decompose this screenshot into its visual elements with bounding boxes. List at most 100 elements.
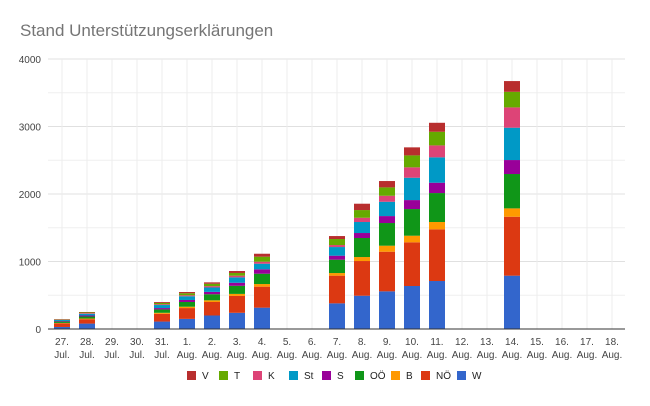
legend-swatch — [219, 371, 228, 380]
x-tick-label-month: Aug. — [302, 350, 323, 361]
bar-segment-V — [154, 302, 170, 303]
bar-segment-St — [329, 247, 345, 256]
bar-segment-W — [504, 276, 520, 329]
bar-segment-V — [329, 236, 345, 239]
legend-swatch — [253, 371, 262, 380]
legend-label: S — [337, 371, 344, 382]
legend-item-St: St — [289, 371, 314, 382]
bar-segment-W — [179, 319, 195, 329]
legend-item-W: W — [457, 371, 482, 382]
bar-segment-W — [329, 303, 345, 329]
x-tick-label-month: Aug. — [277, 350, 298, 361]
bar-segment-B — [354, 257, 370, 261]
legend-swatch — [187, 371, 196, 380]
x-tick-label-day: 6. — [308, 337, 316, 348]
bar-segment-W — [154, 322, 170, 329]
x-tick-label-month: Aug. — [402, 350, 423, 361]
bar-segment-St — [404, 178, 420, 200]
bar-segment-V — [229, 271, 245, 273]
bar-segment-S — [154, 308, 170, 309]
bar-segment-K — [429, 145, 445, 157]
x-tick-label-day: 4. — [258, 337, 266, 348]
bar-segment-T — [379, 187, 395, 195]
x-tick-label-day: 3. — [233, 337, 241, 348]
bar-segment-OÖ — [229, 286, 245, 294]
x-tick-label-month: Aug. — [252, 350, 273, 361]
x-tick-label-day: 18. — [605, 337, 619, 348]
bar-segment-T — [504, 92, 520, 108]
x-tick-label-month: Aug. — [227, 350, 248, 361]
bar-segment-K — [179, 295, 195, 296]
bar-segment-S — [404, 200, 420, 209]
bar-segment-B — [204, 300, 220, 302]
x-tick-label-day: 14. — [505, 337, 519, 348]
x-tick-label-day: 2. — [208, 337, 216, 348]
bar-segment-OÖ — [204, 294, 220, 300]
x-tick-label-month: Aug. — [577, 350, 598, 361]
bar-segment-NÖ — [504, 217, 520, 276]
bar-segment-W — [354, 296, 370, 329]
x-tick-label-month: Aug. — [352, 350, 373, 361]
legend-item-K: K — [253, 371, 275, 382]
x-tick-label-month: Jul. — [79, 350, 95, 361]
bar-segment-V — [404, 147, 420, 155]
bar-segment-S — [179, 300, 195, 302]
bar-segment-OÖ — [54, 322, 70, 323]
x-tick-label-day: 9. — [383, 337, 391, 348]
bar-segment-St — [154, 305, 170, 308]
bar-segment-S — [79, 316, 95, 317]
bar-segment-OÖ — [429, 193, 445, 222]
bar-segment-S — [379, 216, 395, 223]
bar-segment-W — [229, 313, 245, 329]
x-axis: 27.Jul.28.Jul.29.Jul.30.Jul.31.Jul.1.Aug… — [54, 337, 622, 361]
bar-segment-B — [229, 294, 245, 296]
bar-segment-W — [429, 281, 445, 329]
bar-segment-S — [229, 283, 245, 286]
bar-segment-NÖ — [329, 276, 345, 304]
legend-label: B — [406, 371, 413, 382]
bar-segment-B — [329, 273, 345, 276]
bar-segment-NÖ — [354, 261, 370, 296]
x-tick-label-month: Aug. — [427, 350, 448, 361]
bar-segment-St — [379, 202, 395, 216]
legend-swatch — [322, 371, 331, 380]
x-tick-label-day: 13. — [480, 337, 494, 348]
bar-segment-V — [204, 282, 220, 283]
y-tick-label: 4000 — [19, 55, 42, 66]
legend-swatch — [289, 371, 298, 380]
bar-segment-B — [254, 284, 270, 287]
bar-segment-K — [404, 167, 420, 177]
bar-segment-NÖ — [229, 296, 245, 313]
legend-label: K — [268, 371, 275, 382]
bar-segment-K — [354, 218, 370, 222]
bar-segment-T — [429, 132, 445, 146]
x-tick-label-month: Aug. — [527, 350, 548, 361]
bar-segment-K — [154, 304, 170, 305]
bar-segment-OÖ — [179, 302, 195, 307]
bar-segment-T — [179, 293, 195, 295]
legend-item-NÖ: NÖ — [421, 370, 451, 382]
bar-segment-V — [379, 181, 395, 187]
bar-segment-St — [79, 314, 95, 316]
x-tick-label-day: 31. — [155, 337, 169, 348]
bar-segment-K — [254, 262, 270, 264]
x-tick-label-month: Aug. — [177, 350, 198, 361]
bar-segment-OÖ — [404, 209, 420, 236]
bar-segment-K — [504, 107, 520, 127]
legend-label: NÖ — [436, 370, 451, 382]
legend-label: OÖ — [370, 370, 386, 382]
bar-segment-T — [404, 155, 420, 167]
bar-segment-NÖ — [54, 323, 70, 327]
bar-segment-St — [54, 320, 70, 321]
bar-segment-W — [204, 316, 220, 330]
bar-segment-S — [504, 160, 520, 174]
x-tick-label-day: 28. — [80, 337, 94, 348]
bar-segment-St — [354, 222, 370, 233]
x-tick-label-month: Jul. — [54, 350, 70, 361]
bar-segment-W — [254, 308, 270, 329]
bar-segment-K — [329, 245, 345, 247]
x-tick-label-day: 7. — [333, 337, 341, 348]
